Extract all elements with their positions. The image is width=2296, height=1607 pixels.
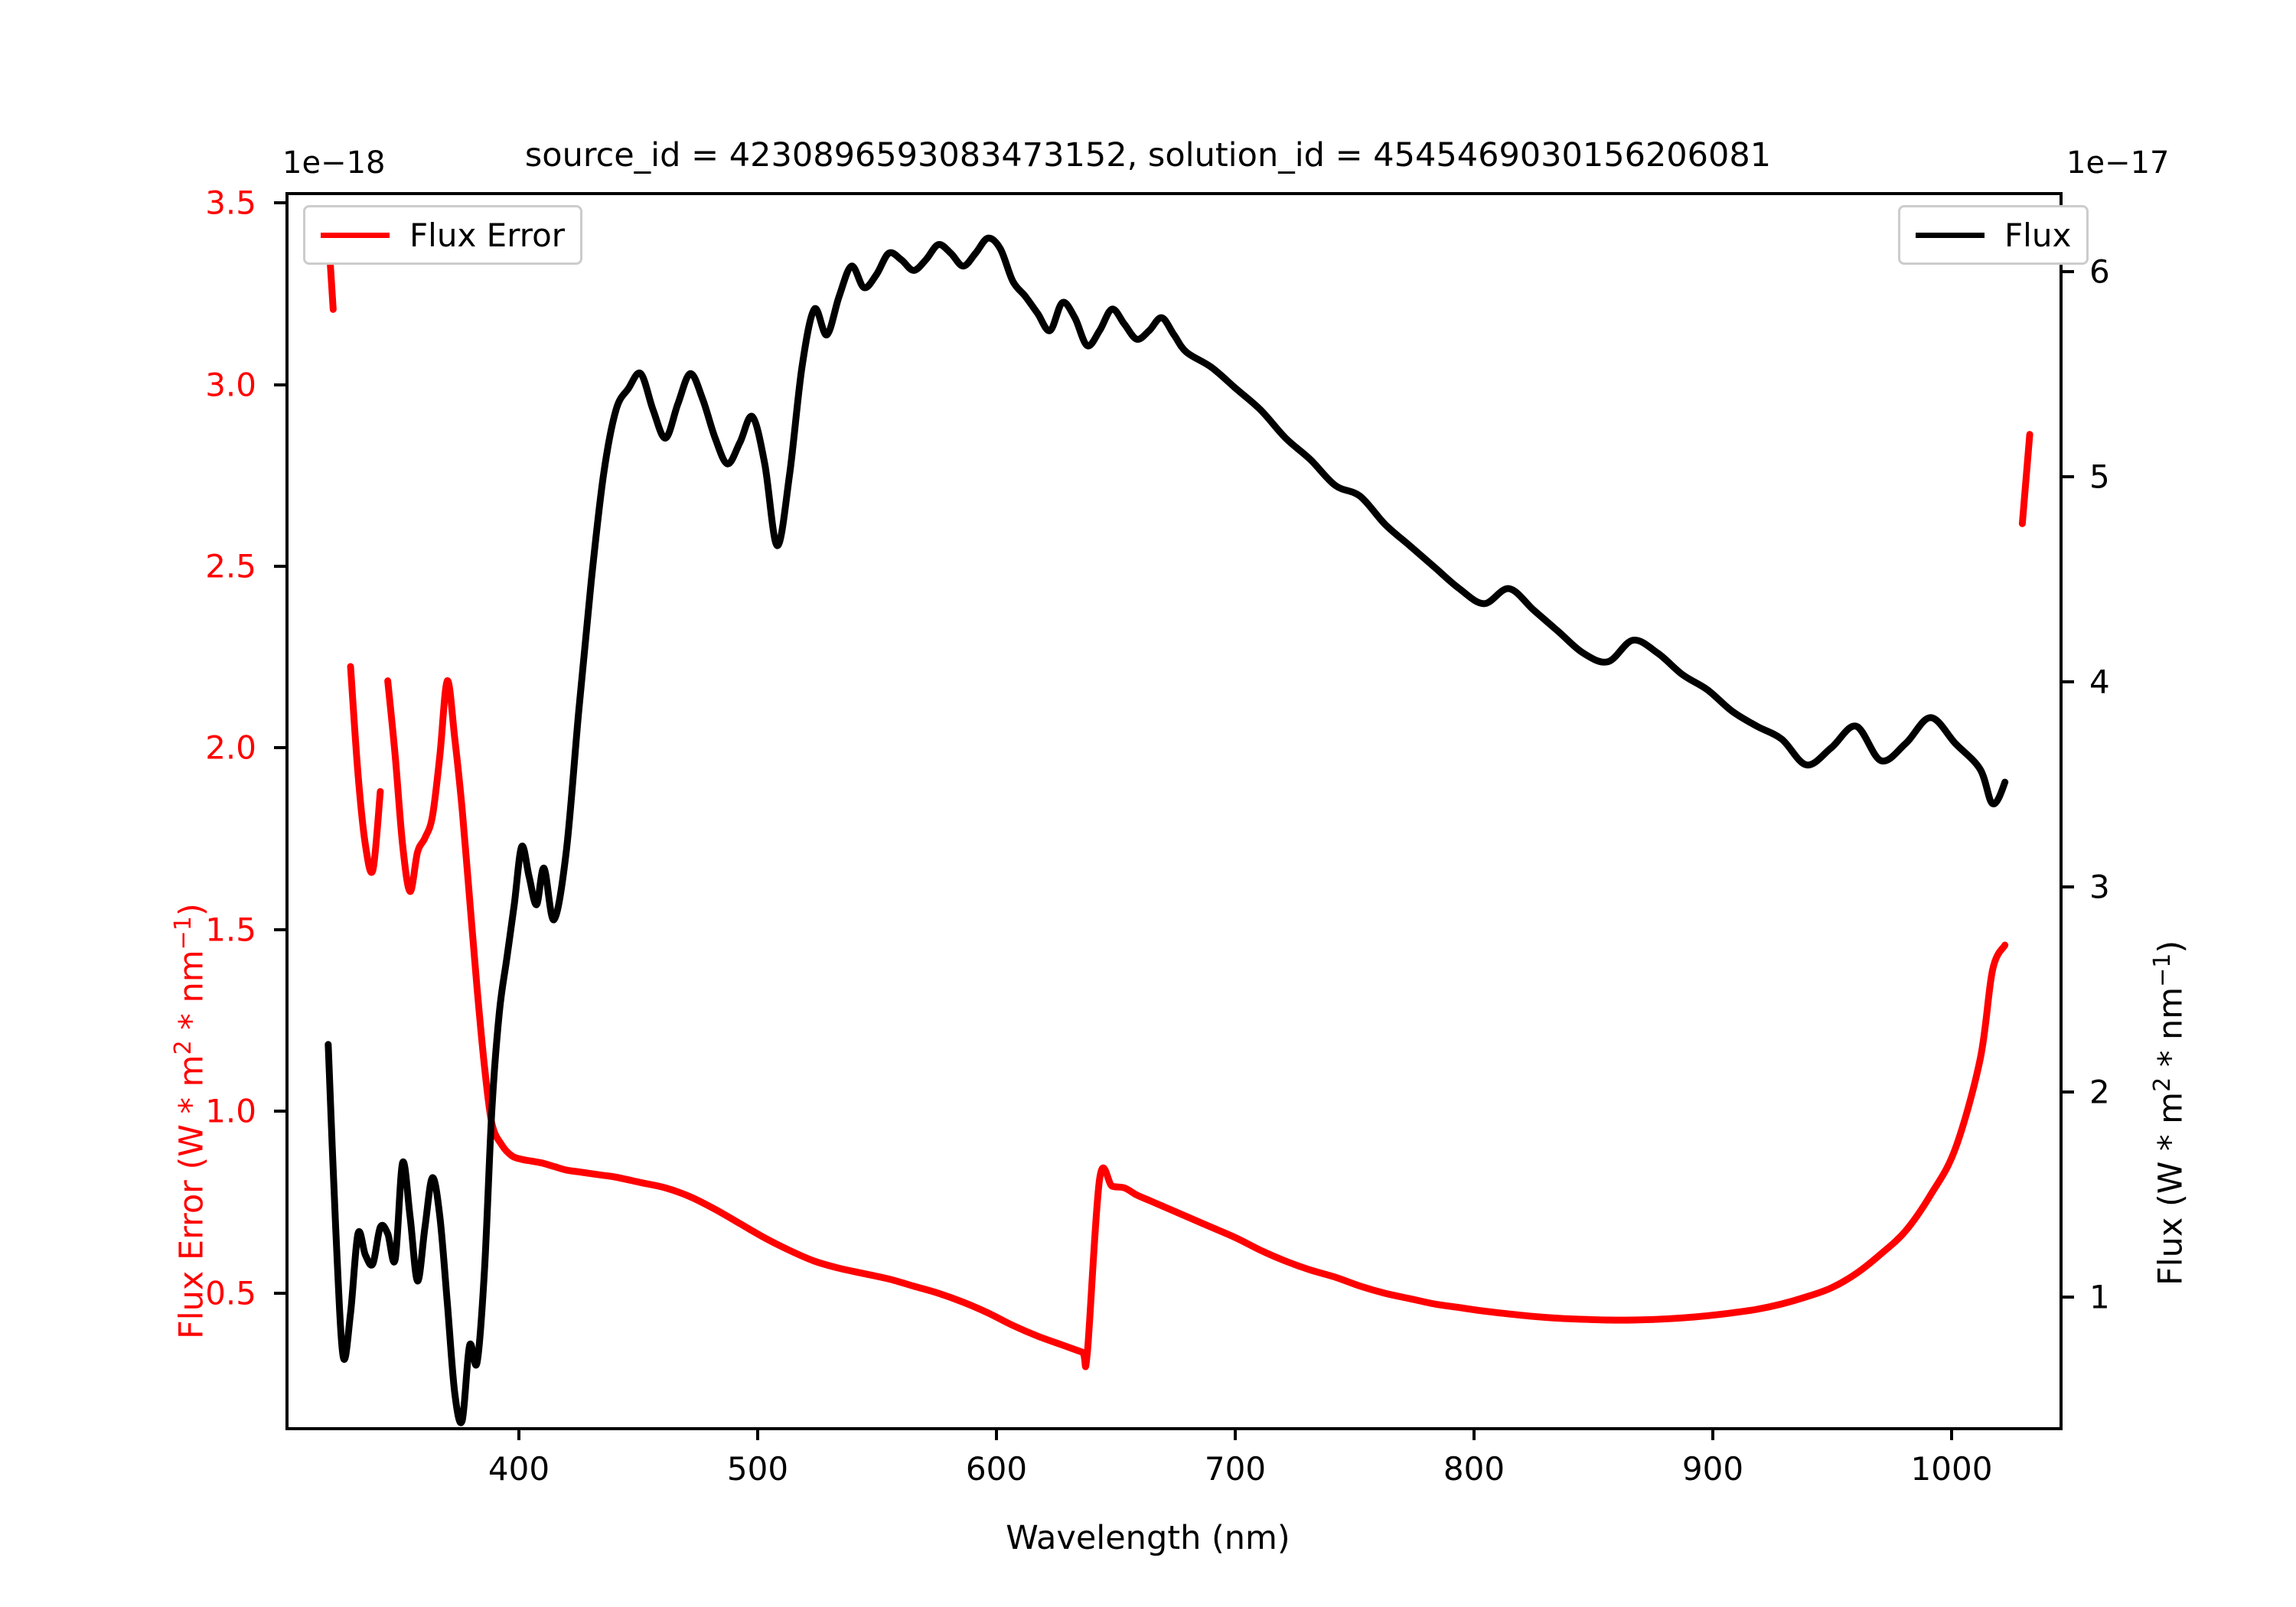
- ylabel-left-sup1: 2: [170, 1040, 197, 1055]
- ytick-left-2.5: 2.5: [205, 547, 256, 585]
- xtick-600: 600: [965, 1450, 1028, 1488]
- tick-mark-left-5: [274, 1110, 286, 1113]
- tick-mark-x-1: [756, 1428, 759, 1440]
- ylabel-left-prefix: Flux Error (W * m: [172, 1054, 211, 1339]
- ytick-left-3.5: 3.5: [205, 184, 256, 222]
- ytick-left-1.5: 1.5: [205, 911, 256, 949]
- ylabel-right-suffix: ): [2151, 940, 2190, 953]
- left-axis-offset-label: 1e−18: [282, 145, 386, 181]
- tick-mark-left-4: [274, 928, 286, 931]
- x-axis-label: Wavelength (nm): [1006, 1519, 1290, 1557]
- ylabel-left-mid: * nm: [172, 950, 211, 1041]
- y-axis-left-label: Flux Error (W * m2 * nm−1): [170, 903, 210, 1339]
- tick-mark-x-3: [1234, 1428, 1237, 1440]
- ytick-right-6: 6: [2089, 253, 2110, 291]
- ytick-left-2.0: 2.0: [205, 729, 256, 767]
- xtick-400: 400: [488, 1450, 550, 1488]
- legend-swatch-flux: [1916, 232, 1985, 238]
- y-axis-right-label: Flux (W * m2 * nm−1): [2149, 940, 2190, 1286]
- tick-mark-left-2: [274, 565, 286, 568]
- ytick-right-1: 1: [2089, 1278, 2110, 1316]
- tick-mark-x-2: [995, 1428, 998, 1440]
- tick-mark-right-0: [2062, 270, 2074, 273]
- ytick-right-2: 2: [2089, 1073, 2110, 1111]
- tick-mark-left-6: [274, 1292, 286, 1295]
- xtick-900: 900: [1681, 1450, 1744, 1488]
- ylabel-left-sup2: −1: [170, 916, 197, 950]
- ytick-left-3.0: 3.0: [205, 366, 256, 404]
- xtick-800: 800: [1443, 1450, 1505, 1488]
- ytick-left-0.5: 0.5: [205, 1274, 256, 1312]
- tick-mark-x-0: [517, 1428, 520, 1440]
- ylabel-right-prefix: Flux (W * m: [2151, 1091, 2190, 1286]
- page-title: source_id = 4230896593083473152, solutio…: [524, 136, 1772, 174]
- ylabel-right-sup2: −1: [2149, 953, 2176, 987]
- legend-swatch-flux-error: [321, 232, 390, 238]
- tick-mark-x-6: [1950, 1428, 1953, 1440]
- xtick-700: 700: [1204, 1450, 1267, 1488]
- tick-mark-right-1: [2062, 475, 2074, 478]
- ytick-right-3: 3: [2089, 868, 2110, 906]
- tick-mark-right-4: [2062, 1090, 2074, 1094]
- xtick-500: 500: [726, 1450, 789, 1488]
- tick-mark-right-2: [2062, 680, 2074, 683]
- ylabel-left-suffix: ): [172, 903, 211, 917]
- legend-flux-error[interactable]: Flux Error: [303, 205, 583, 265]
- plot-area: [285, 192, 2063, 1430]
- ytick-left-1.0: 1.0: [205, 1092, 256, 1130]
- legend-label-flux: Flux: [2004, 216, 2072, 254]
- ylabel-right-sup1: 2: [2149, 1077, 2176, 1092]
- series-line-flux: [325, 234, 2009, 1426]
- tick-mark-right-3: [2062, 885, 2074, 888]
- ytick-right-4: 4: [2089, 663, 2110, 701]
- legend-flux[interactable]: Flux: [1898, 205, 2089, 265]
- right-axis-offset-label: 1e−17: [2066, 145, 2170, 181]
- series-line-flux-error: [325, 227, 2033, 1371]
- legend-label-flux-error: Flux Error: [409, 216, 566, 254]
- spectrum-plot-svg: [325, 227, 2033, 1426]
- tick-mark-x-5: [1711, 1428, 1714, 1440]
- tick-mark-left-0: [274, 201, 286, 204]
- ylabel-right-mid: * nm: [2151, 986, 2190, 1077]
- tick-mark-right-5: [2062, 1296, 2074, 1299]
- xtick-1000: 1000: [1910, 1450, 1993, 1488]
- tick-mark-x-4: [1473, 1428, 1476, 1440]
- tick-mark-left-1: [274, 383, 286, 386]
- tick-mark-left-3: [274, 746, 286, 749]
- ytick-right-5: 5: [2089, 458, 2110, 496]
